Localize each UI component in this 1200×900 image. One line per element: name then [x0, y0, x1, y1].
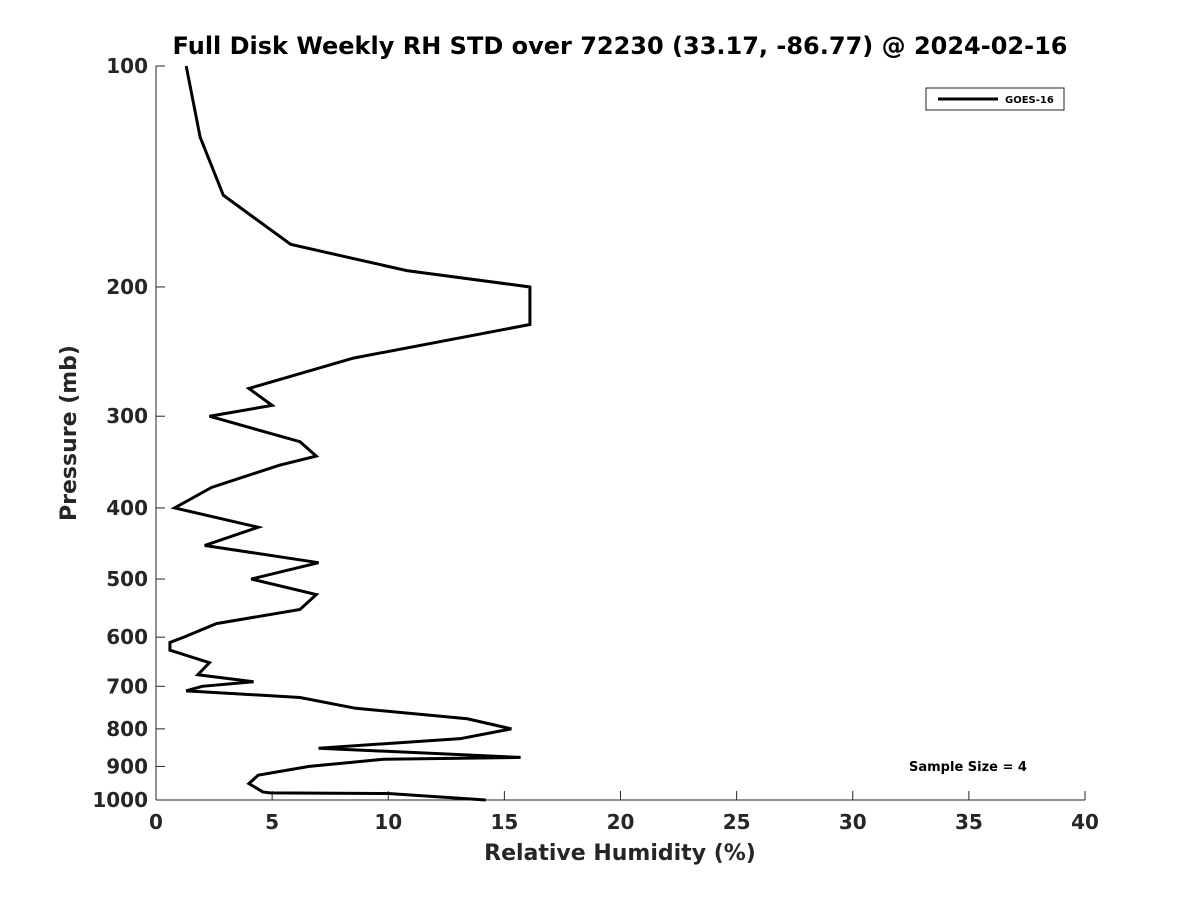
y-tick-label-300: 300 — [106, 404, 148, 428]
series-layer — [168, 65, 532, 802]
y-tick-label-800: 800 — [106, 717, 148, 741]
legend: GOES-16 — [925, 87, 1065, 111]
y-tick-label-100: 100 — [106, 54, 148, 78]
x-tick-label-15: 15 — [490, 810, 518, 834]
y-tick-label-700: 700 — [106, 674, 148, 698]
y-ticks: 100 200 300 400 500 600 700 800 900 1000 — [92, 54, 165, 812]
x-tick-label-10: 10 — [374, 810, 402, 834]
x-tick-label-5: 5 — [265, 810, 279, 834]
y-tick-label-400: 400 — [106, 496, 148, 520]
y-tick-label-200: 200 — [106, 275, 148, 299]
x-ticks: 0 5 10 15 20 25 30 35 40 — [149, 791, 1099, 834]
x-tick-label-40: 40 — [1071, 810, 1099, 834]
chart-title: Full Disk Weekly RH STD over 72230 (33.1… — [173, 32, 1068, 60]
legend-label-goes-16: GOES-16 — [1005, 95, 1054, 106]
series-line-goes-16 — [168, 65, 532, 802]
y-axis-label: Pressure (mb) — [57, 345, 82, 521]
x-tick-label-25: 25 — [723, 810, 751, 834]
y-tick-label-600: 600 — [106, 625, 148, 649]
y-tick-label-1000: 1000 — [92, 788, 148, 812]
x-tick-label-30: 30 — [839, 810, 867, 834]
x-tick-label-35: 35 — [955, 810, 983, 834]
y-tick-label-500: 500 — [106, 567, 148, 591]
x-axis-label: Relative Humidity (%) — [484, 841, 756, 866]
x-tick-label-20: 20 — [607, 810, 635, 834]
y-tick-label-900: 900 — [106, 754, 148, 778]
sample-size-annotation: Sample Size = 4 — [909, 760, 1027, 775]
x-tick-label-0: 0 — [149, 810, 163, 834]
